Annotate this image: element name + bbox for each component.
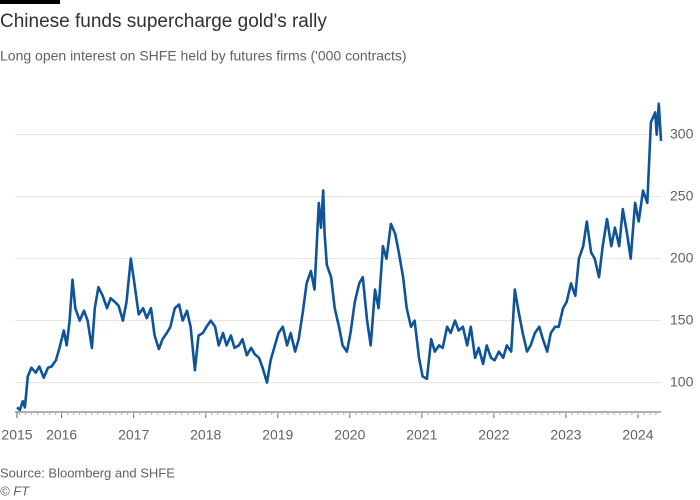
x-tick-label: 2022: [478, 427, 509, 443]
x-tick-label: 2023: [550, 427, 581, 443]
data-line: [16, 102, 663, 412]
x-tick-label: 2017: [118, 427, 149, 443]
x-tick-label: 2015: [1, 427, 32, 443]
y-tick-label: 150: [670, 311, 694, 327]
y-tick-label: 200: [670, 249, 694, 265]
x-tick-label: 2021: [406, 427, 437, 443]
x-tick-label: 2020: [334, 427, 365, 443]
x-tick-label: 2019: [262, 427, 293, 443]
chart-subtitle: Long open interest on SHFE held by futur…: [0, 48, 407, 64]
source: Source: Bloomberg and SHFE: [0, 465, 175, 480]
x-tick-label: 2024: [622, 427, 653, 443]
y-tick-label: 250: [670, 187, 694, 203]
y-tick-label: 300: [670, 125, 694, 141]
y-tick-label: 100: [670, 373, 694, 389]
credit: © FT: [0, 483, 30, 498]
x-tick-label: 2018: [190, 427, 221, 443]
chart-title: Chinese funds supercharge gold's rally: [0, 11, 327, 32]
x-tick-label: 2016: [46, 427, 77, 443]
brand-bar: [0, 0, 60, 4]
